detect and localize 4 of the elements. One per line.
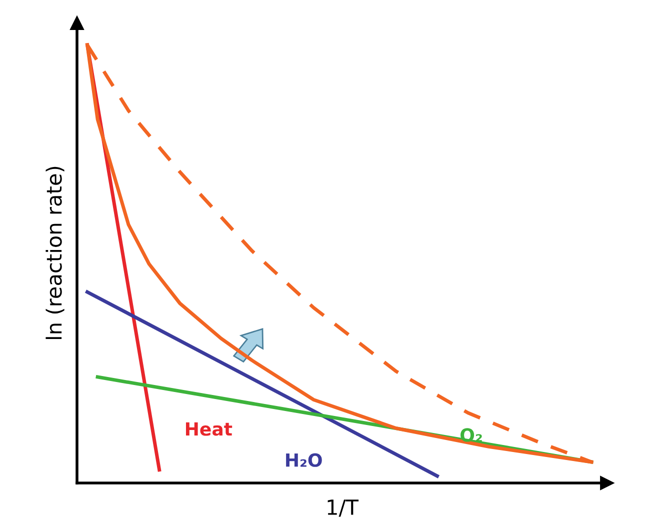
y-axis-title: ln (reaction rate) bbox=[46, 166, 64, 339]
series-label: H₂O bbox=[286, 453, 322, 467]
series-label: Heat bbox=[186, 422, 232, 436]
x-axis-title: 1/T bbox=[328, 500, 359, 517]
